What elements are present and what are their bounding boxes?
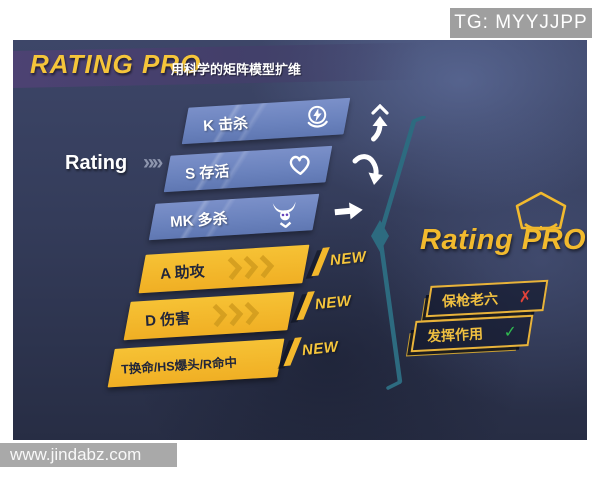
option-button-camping[interactable]: 保枪老六 ✗ bbox=[425, 279, 549, 318]
pentagon-book-badge-icon bbox=[513, 190, 569, 243]
stat-bar-trade-headshot-accuracy: T换命/HS爆头/R命中 bbox=[107, 338, 285, 388]
option-label: 发挥作用 bbox=[426, 324, 484, 344]
chevron-pattern-decoration bbox=[212, 300, 266, 334]
stat-bar-label: K 击杀 bbox=[202, 114, 249, 135]
new-label: NEW bbox=[329, 248, 368, 270]
stat-bar-survival: S 存活 bbox=[163, 145, 333, 193]
option-label: 保枪老六 bbox=[441, 289, 499, 309]
curly-brace-connector bbox=[366, 115, 432, 397]
curved-up-arrow-icon bbox=[365, 103, 395, 147]
main-panel: RATING PRO 用科学的矩阵模型扩维 Rating »» K 击杀 bbox=[13, 40, 587, 440]
slash-decoration bbox=[311, 247, 330, 277]
new-tag: NEW bbox=[296, 287, 353, 321]
curved-down-arrow-icon bbox=[351, 152, 385, 191]
slash-decoration bbox=[296, 291, 315, 321]
stat-bar-label: S 存活 bbox=[184, 162, 230, 183]
slash-decoration bbox=[283, 337, 302, 367]
stat-bar-label: A 助攻 bbox=[159, 262, 206, 283]
stat-bar-damage: D 伤害 bbox=[123, 291, 295, 341]
telegram-contact-badge: TG: MYYJJPP bbox=[450, 8, 592, 38]
watermark-bar: www.jindabz.com bbox=[0, 443, 177, 467]
telegram-contact-text: TG: MYYJJPP bbox=[454, 12, 588, 33]
option-button-performance[interactable]: 发挥作用 ✓ bbox=[410, 314, 534, 353]
new-tag: NEW bbox=[283, 333, 340, 367]
chevrons-right-icon: »» bbox=[143, 151, 163, 174]
new-tag: NEW bbox=[311, 243, 368, 277]
cross-mark-icon: ✗ bbox=[518, 286, 533, 307]
new-label: NEW bbox=[301, 338, 340, 360]
stat-bar-kills: K 击杀 bbox=[181, 97, 351, 145]
stat-bar-assist: A 助攻 bbox=[138, 244, 310, 294]
page-title: RATING PRO bbox=[30, 49, 202, 79]
stat-bar-multikill: MK 多杀 bbox=[148, 193, 320, 241]
skull-lightning-icon bbox=[303, 103, 332, 138]
stat-bar-label: D 伤害 bbox=[144, 309, 191, 330]
stat-bar-label: MK 多杀 bbox=[169, 209, 229, 231]
right-arrow-icon bbox=[332, 199, 366, 229]
chevron-pattern-decoration bbox=[227, 253, 281, 287]
page-subtitle: 用科学的矩阵模型扩维 bbox=[171, 62, 302, 77]
heart-icon bbox=[286, 151, 314, 184]
result-title: Rating PRO bbox=[420, 224, 587, 256]
new-label: NEW bbox=[314, 292, 353, 314]
stat-bar-label: T换命/HS爆头/R命中 bbox=[120, 355, 238, 377]
horned-skull-icon bbox=[269, 199, 301, 234]
rating-label: Rating bbox=[65, 152, 128, 174]
check-mark-icon: ✓ bbox=[503, 321, 518, 342]
